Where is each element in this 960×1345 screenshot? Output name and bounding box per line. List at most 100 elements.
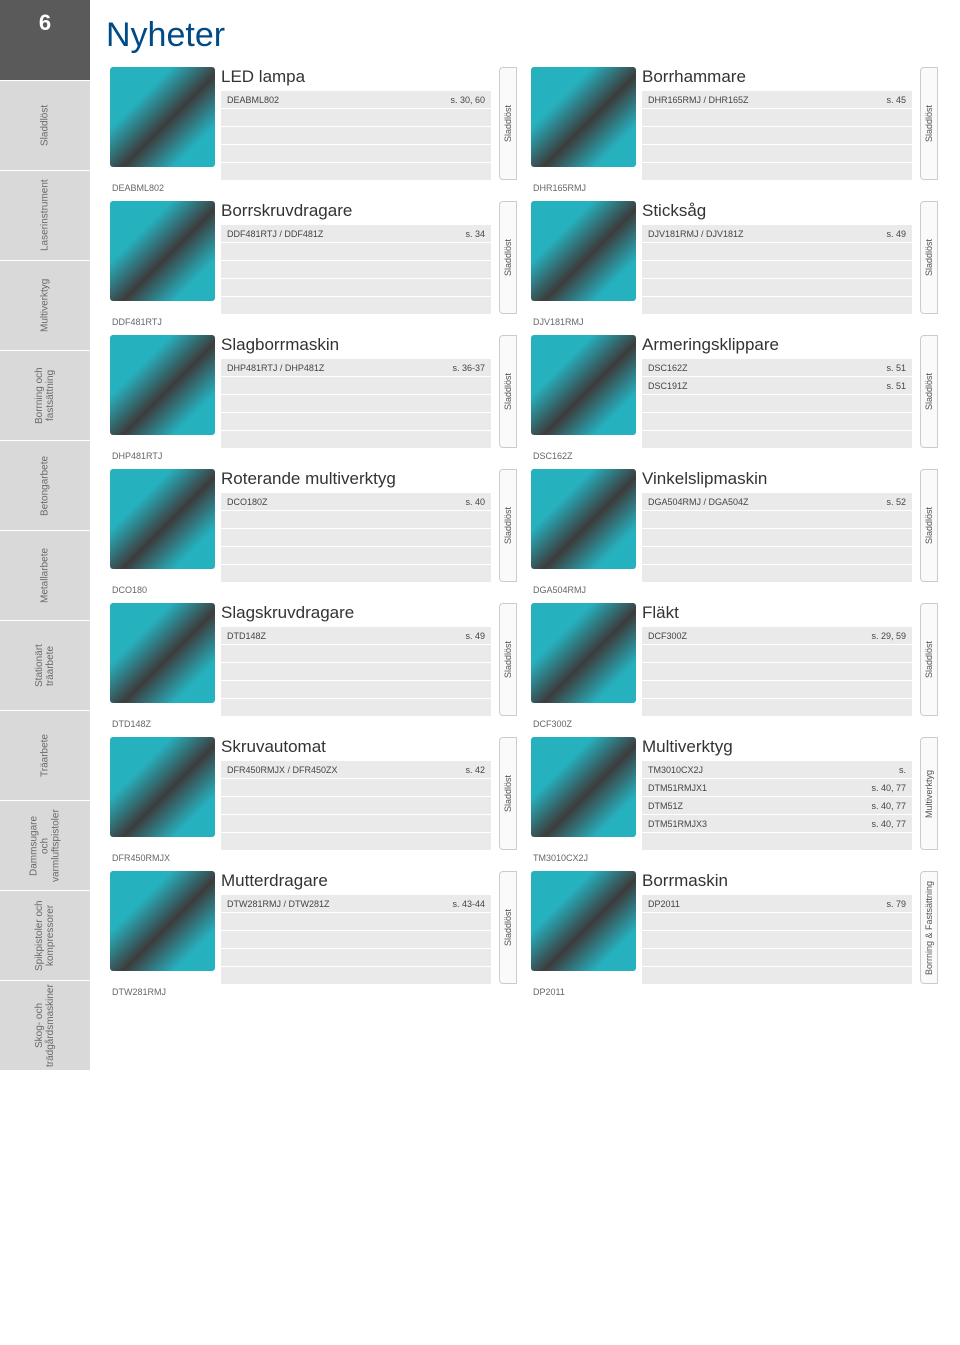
product-id-label: DCF300Z [533,719,938,729]
product-model: DSC191Z [648,381,688,391]
card-info: SticksågDJV181RMJ / DJV181Zs. 49 [642,201,912,314]
product-row [642,395,912,412]
product-card: MutterdragareDTW281RMJ / DTW281Zs. 43-44… [106,867,527,1001]
product-model: DEABML802 [227,95,279,105]
category-tab: Multiverktyg [920,737,938,850]
card-body: MultiverktygTM3010CX2Js.DTM51RMJX1s. 40,… [531,737,938,850]
card-info: BorrhammareDHR165RMJ / DHR165Zs. 45 [642,67,912,180]
product-model: DTM51RMJX3 [648,819,707,829]
product-id-label: DCO180 [112,585,517,595]
product-card: SticksågDJV181RMJ / DJV181Zs. 49Sladdlös… [527,197,948,331]
card-info: Borrmaskin DP2011s. 79 [642,871,912,984]
product-page-ref: s. 52 [886,497,906,507]
product-thumbnail [110,469,215,569]
product-model: DTD148Z [227,631,266,641]
product-row [221,949,491,966]
product-row: DTD148Z s. 49 [221,627,491,644]
product-model: DJV181RMJ / DJV181Z [648,229,744,239]
product-model: DTM51Z [648,801,683,811]
category-tab: Sladdlöst [920,603,938,716]
product-row [642,663,912,680]
card-info: MutterdragareDTW281RMJ / DTW281Zs. 43-44 [221,871,491,984]
card-info: BorrskruvdragareDDF481RTJ / DDF481Zs. 34 [221,201,491,314]
product-model: DSC162Z [648,363,688,373]
card-body: VinkelslipmaskinDGA504RMJ / DGA504Zs. 52… [531,469,938,582]
product-thumbnail [110,871,215,971]
product-card: BorrskruvdragareDDF481RTJ / DDF481Zs. 34… [106,197,527,331]
product-model: DTM51RMJX1 [648,783,707,793]
category-tab: Sladdlöst [499,871,517,984]
product-page-ref: s. 49 [465,631,485,641]
product-row [642,833,912,850]
product-card: Slagskruvdragare DTD148Z s. 49 Sladdlöst DTD… [106,599,527,733]
product-row: DCF300Zs. 29, 59 [642,627,912,644]
product-row: DTM51RMJX3s. 40, 77 [642,815,912,832]
product-page-ref: s. 36-37 [452,363,485,373]
product-id-label: DTD148Z [112,719,517,729]
product-title: Slagborrmaskin [221,335,491,355]
product-id-label: DP2011 [533,987,938,997]
product-row: DDF481RTJ / DDF481Zs. 34 [221,225,491,242]
card-info: VinkelslipmaskinDGA504RMJ / DGA504Zs. 52 [642,469,912,582]
product-title: Borrmaskin [642,871,912,891]
category-tab: Sladdlöst [499,603,517,716]
product-card: SkruvautomatDFR450RMJX / DFR450ZXs. 42Sl… [106,733,527,867]
product-title: Roterande multiverktyg [221,469,491,489]
side-tab: Träarbete [0,710,90,800]
product-thumbnail [531,201,636,301]
side-tab: Laserinstrument [0,170,90,260]
content: Nyheter LED lampa DEABML802s. 30, 60 Sladd… [90,0,960,1070]
product-page-ref: s. 40 [465,497,485,507]
product-row [221,681,491,698]
product-card: Slagborrmaskin DHP481RTJ / DHP481Zs. 36-3… [106,331,527,465]
product-row [642,645,912,662]
product-row [221,279,491,296]
category-tab: Sladdlöst [499,67,517,180]
page-title: Nyheter [106,16,948,55]
category-tab: Sladdlöst [920,335,938,448]
product-row [221,967,491,984]
product-row [642,109,912,126]
product-rows: DEABML802s. 30, 60 [221,91,491,180]
product-rows: DCF300Zs. 29, 59 [642,627,912,716]
side-tab: Betongarbete [0,440,90,530]
product-row [642,699,912,716]
side-tab: Sladdlöst [0,80,90,170]
product-row [221,243,491,260]
product-row: DP2011s. 79 [642,895,912,912]
product-page-ref: s. 51 [886,381,906,391]
product-model: DFR450RMJX / DFR450ZX [227,765,338,775]
product-title: Slagskruvdragare [221,603,491,623]
product-row [221,797,491,814]
product-card: Roterande multiverktygDCO180Zs. 40Sladdl… [106,465,527,599]
product-row [221,511,491,528]
product-id-label: DTW281RMJ [112,987,517,997]
product-row: DSC191Z s. 51 [642,377,912,394]
product-rows: DHR165RMJ / DHR165Zs. 45 [642,91,912,180]
product-title: Skruvautomat [221,737,491,757]
side-tab: Borrning och fastsättning [0,350,90,440]
product-model: TM3010CX2J [648,765,703,775]
product-row [642,529,912,546]
product-thumbnail [531,469,636,569]
product-row [642,261,912,278]
product-page-ref: s. [899,765,906,775]
category-tab: Sladdlöst [920,469,938,582]
product-row [221,163,491,180]
product-row: DTW281RMJ / DTW281Zs. 43-44 [221,895,491,912]
product-title: Armeringsklippare [642,335,912,355]
product-rows: DHP481RTJ / DHP481Zs. 36-37 [221,359,491,448]
product-row: DHP481RTJ / DHP481Zs. 36-37 [221,359,491,376]
product-row [221,815,491,832]
product-model: DCO180Z [227,497,268,507]
card-info: MultiverktygTM3010CX2Js.DTM51RMJX1s. 40,… [642,737,912,850]
product-title: LED lampa [221,67,491,87]
product-row [642,243,912,260]
product-row [221,413,491,430]
card-info: Roterande multiverktyg DCO180Z s. 40 [221,469,491,582]
product-row [221,109,491,126]
product-rows: DDF481RTJ / DDF481Zs. 34 [221,225,491,314]
product-row: DGA504RMJ / DGA504Zs. 52 [642,493,912,510]
product-rows: TM3010CX2Js.DTM51RMJX1s. 40, 77DTM51Zs. … [642,761,912,850]
category-tab: Borrning & Fastsättning [920,871,938,984]
